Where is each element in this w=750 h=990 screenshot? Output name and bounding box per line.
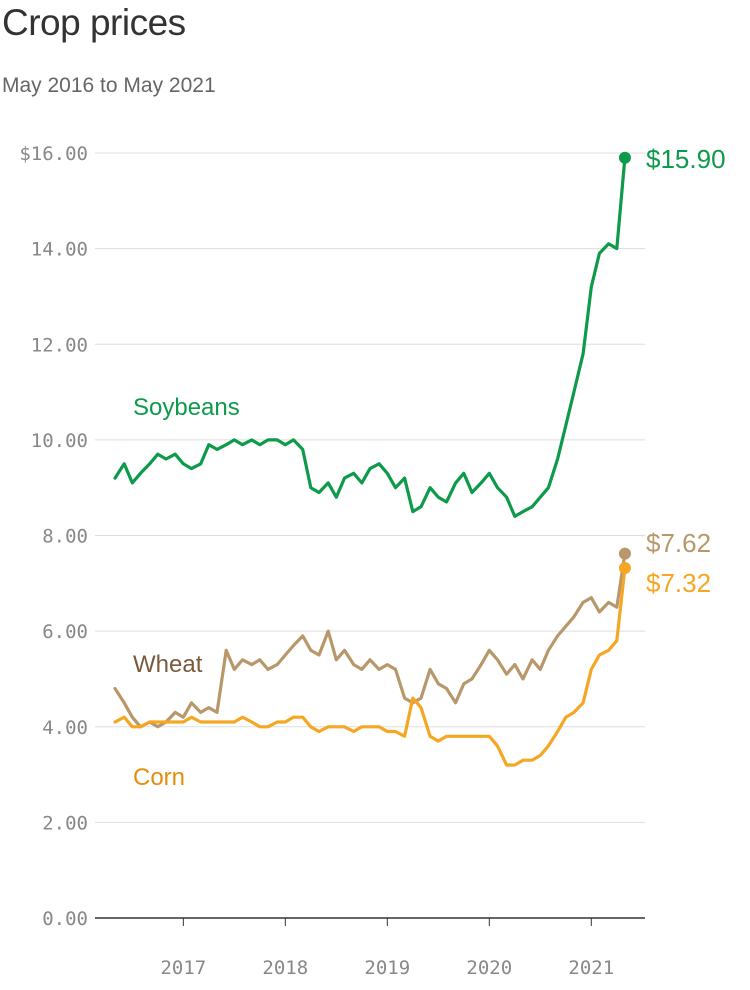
- end-point-corn: [618, 562, 631, 575]
- y-tick-label: 6.00: [42, 621, 88, 643]
- y-axis: $16.00 14.00 12.00 10.00 8.00 6.00 4.00 2.00 0.0…: [19, 143, 88, 930]
- series-lines: [113, 151, 631, 767]
- y-tick-label: 14.00: [31, 239, 88, 261]
- end-value-label-soybeans: $15.90: [646, 144, 726, 174]
- series-label-soybeans: Soybeans: [133, 394, 240, 421]
- end-point-wheat: [618, 547, 631, 560]
- series-line-corn: [113, 566, 627, 767]
- series-label-corn: Corn: [133, 764, 185, 791]
- series-line-soybeans: [113, 156, 627, 518]
- series-labels: Soybeans $15.90 Wheat $7.62 Corn $7.32: [133, 144, 726, 791]
- y-tick-label: 4.00: [42, 717, 88, 739]
- y-tick-label: 12.00: [31, 334, 88, 356]
- x-tick-label: 2021: [568, 957, 614, 979]
- end-value-label-wheat: $7.62: [646, 528, 711, 558]
- x-tick-label: 2018: [262, 957, 308, 979]
- chart-subtitle: May 2016 to May 2021: [2, 74, 216, 97]
- y-tick-label: $16.00: [19, 143, 88, 165]
- y-tick-label: 0.00: [42, 908, 88, 930]
- y-tick-label: 10.00: [31, 430, 88, 452]
- x-tick-label: 2019: [364, 957, 410, 979]
- y-tick-label: 2.00: [42, 812, 88, 834]
- x-tick-label: 2020: [466, 957, 512, 979]
- end-value-label-corn: $7.32: [646, 568, 711, 598]
- chart-title: Crop prices: [2, 2, 186, 43]
- x-axis: 2017 2018 2019 2020 2021: [160, 918, 614, 979]
- series-line-wheat: [113, 552, 627, 729]
- end-point-soybeans: [618, 151, 631, 164]
- x-tick-label: 2017: [160, 957, 206, 979]
- series-label-wheat: Wheat: [133, 651, 203, 678]
- gridlines: [95, 152, 645, 919]
- y-tick-label: 8.00: [42, 526, 88, 548]
